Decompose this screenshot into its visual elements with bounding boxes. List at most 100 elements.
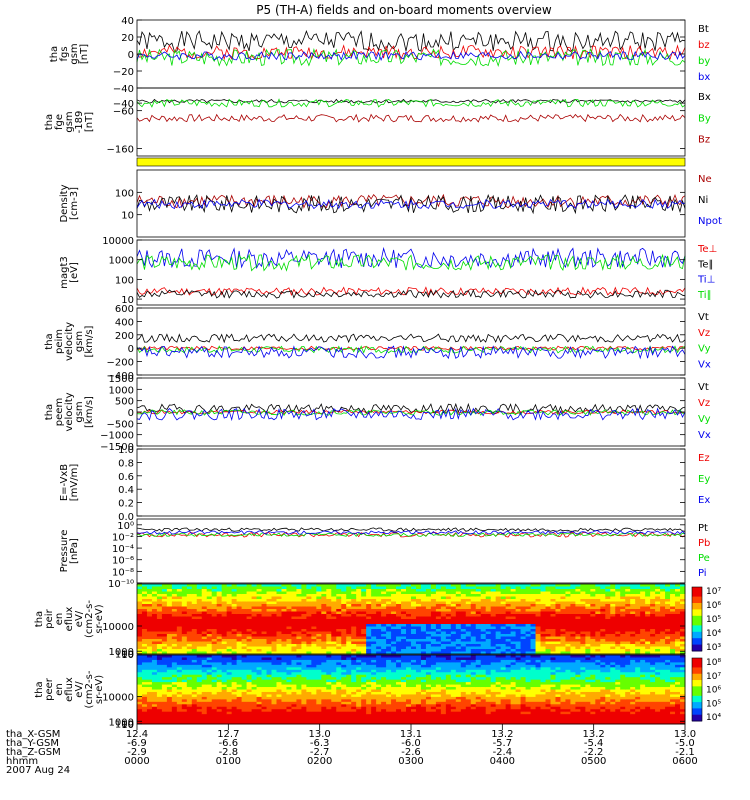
heatmap-cell (361, 687, 367, 690)
heatmap-cell (241, 599, 248, 602)
heatmap-cell (171, 606, 178, 610)
heatmap-cell (216, 659, 223, 663)
heatmap-cell (595, 624, 601, 627)
panel-frame (136, 87, 686, 157)
heatmap-cell (440, 651, 447, 655)
heatmap-cell (146, 639, 153, 642)
heatmap-cell (346, 646, 352, 650)
heatmap-cell (276, 696, 282, 700)
heatmap-cell (341, 711, 347, 715)
heatmap-cell (396, 701, 402, 705)
heatmap-cell (336, 679, 342, 683)
heatmap-cell (261, 616, 268, 620)
heatmap-cell (490, 619, 497, 622)
heatmap-cell (241, 619, 248, 622)
heatmap-cell (490, 596, 497, 600)
heatmap-cell (186, 716, 193, 720)
legend-label-Vt: Vt (698, 382, 709, 393)
heatmap-cell (495, 611, 502, 615)
heatmap-cell (341, 709, 347, 713)
heatmap-cell (640, 629, 646, 632)
heatmap-cell (391, 586, 397, 590)
heatmap-cell (406, 634, 412, 637)
heatmap-cell (331, 687, 337, 690)
heatmap-cell (141, 659, 148, 663)
heatmap-cell (266, 657, 273, 661)
heatmap-cell (191, 662, 198, 666)
heatmap-cell (480, 586, 487, 590)
heatmap-cell (206, 672, 213, 676)
heatmap-cell (301, 651, 307, 655)
heatmap-cell (296, 621, 302, 625)
heatmap-cell (266, 609, 273, 612)
heatmap-cell (475, 606, 482, 610)
heatmap-cell (286, 589, 292, 592)
heatmap-cell (166, 619, 173, 622)
heatmap-cell (311, 721, 317, 725)
heatmap-cell (615, 646, 621, 650)
heatmap-cell (156, 699, 163, 703)
heatmap-cell (570, 629, 576, 632)
legend-label-Vy: Vy (698, 344, 711, 355)
heatmap-cell (296, 639, 302, 642)
heatmap-cell (231, 634, 238, 637)
heatmap-cell (161, 629, 168, 632)
heatmap-cell (630, 614, 636, 617)
heatmap-cell (271, 594, 277, 597)
heatmap-cell (191, 589, 198, 592)
heatmap-cell (645, 591, 651, 595)
heatmap-cell (326, 586, 332, 590)
heatmap-cell (176, 621, 183, 625)
heatmap-cell (151, 709, 158, 713)
heatmap-cell (420, 589, 427, 592)
heatmap-cell (311, 584, 317, 587)
heatmap-cell (665, 651, 671, 655)
heatmap-cell (645, 644, 651, 647)
heatmap-cell (540, 584, 547, 587)
heatmap-cell (660, 616, 666, 620)
heatmap-cell (266, 655, 273, 658)
heatmap-cell (201, 616, 208, 620)
heatmap-cell (271, 706, 277, 710)
heatmap-cell (156, 649, 163, 652)
heatmap-cell (525, 619, 532, 622)
heatmap-cell (570, 601, 576, 605)
heatmap-cell (415, 677, 422, 681)
heatmap-cell (425, 651, 432, 655)
heatmap-cell (356, 621, 362, 625)
heatmap-cell (406, 719, 412, 723)
y-tick-label: 10 (121, 295, 134, 306)
heatmap-cell (620, 596, 626, 600)
heatmap-cell (321, 604, 327, 607)
heatmap-cell (450, 596, 457, 600)
heatmap-cell (156, 629, 163, 632)
heatmap-cell (281, 657, 287, 661)
heatmap-cell (181, 644, 188, 647)
heatmap-cell (261, 677, 268, 681)
heatmap-cell (560, 614, 566, 617)
heatmap-cell (485, 621, 492, 625)
heatmap-cell (221, 706, 228, 710)
heatmap-cell (196, 706, 203, 710)
heatmap-cell (595, 646, 601, 650)
heatmap-cell (181, 586, 188, 590)
heatmap-cell (495, 626, 502, 630)
y-tick-label: 0.2 (118, 499, 134, 510)
heatmap-cell (495, 649, 502, 652)
heatmap-cell (381, 636, 387, 640)
heatmap-cell (411, 691, 417, 695)
heatmap-cell (361, 667, 367, 671)
heatmap-cell (670, 604, 676, 607)
heatmap-cell (396, 669, 402, 673)
heatmap-cell (470, 596, 477, 600)
y-axis-label-line: peem (54, 398, 65, 426)
heatmap-cell (256, 684, 263, 688)
y-tick-label: 0.4 (118, 485, 134, 496)
heatmap-cell (336, 674, 342, 678)
heatmap-cell (286, 687, 292, 690)
series-line-by (136, 47, 686, 68)
heatmap-cell (231, 641, 238, 645)
heatmap-cell (256, 636, 263, 640)
heatmap-cell (301, 641, 307, 645)
heatmap-cell (560, 629, 566, 632)
